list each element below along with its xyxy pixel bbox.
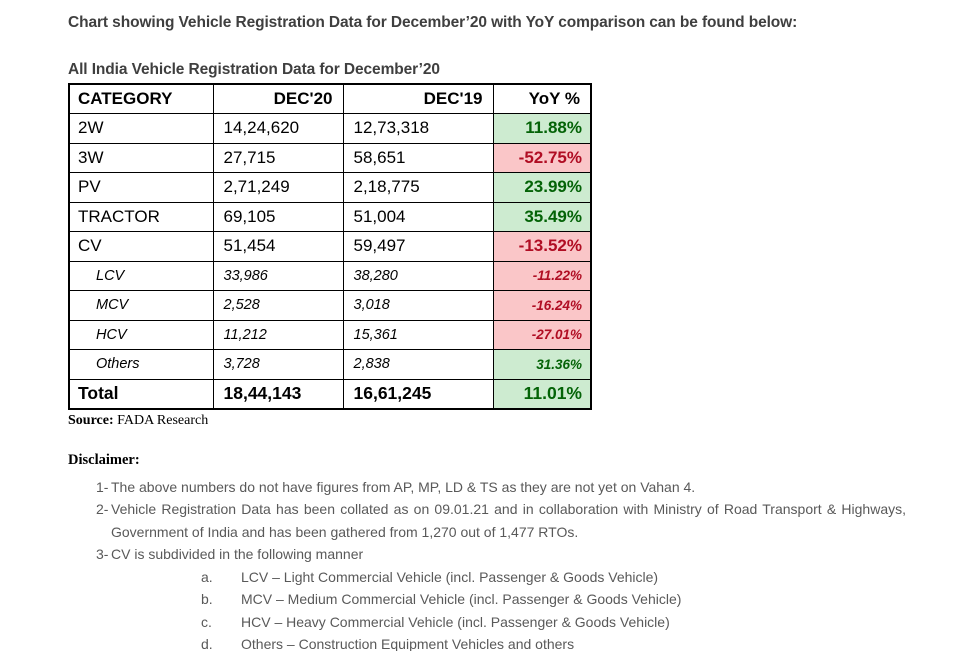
disclaimer-subitem-marker: d. [201, 636, 213, 651]
category-cell: TRACTOR [68, 201, 214, 232]
yoy-cell: 31.36% [492, 349, 592, 380]
disclaimer-subitem-marker: a. [201, 568, 213, 585]
disclaimer-item-marker: 2- [96, 501, 109, 517]
dec20-cell: 18,44,143 [212, 378, 344, 409]
dec19-cell: 3,018 [342, 290, 494, 321]
disclaimer-item-2: 2- Vehicle Registration Data has been co… [68, 498, 908, 543]
disclaimer-item-text: CV is subdivided in the following manner [111, 546, 364, 562]
disclaimer-subitem-text: HCV – Heavy Commercial Vehicle (incl. Pa… [241, 613, 670, 630]
source-line: Source: FADA Research [68, 413, 908, 429]
disclaimer-subitem-b: b. MCV – Medium Commercial Vehicle (incl… [68, 588, 908, 611]
dec19-cell: 2,838 [342, 349, 494, 380]
yoy-cell: -13.52% [492, 231, 592, 262]
category-cell: MCV [68, 290, 214, 321]
table-row-total: Total 18,44,143 16,61,245 11.01% [68, 378, 592, 409]
disclaimer-item-3: 3- CV is subdivided in the following man… [68, 543, 908, 566]
dec19-cell: 38,280 [342, 260, 494, 291]
header-category: CATEGORY [68, 83, 214, 114]
disclaimer-subitem-marker: c. [201, 613, 212, 630]
dec20-cell: 69,105 [212, 201, 344, 232]
category-cell: 3W [68, 142, 214, 173]
dec20-cell: 27,715 [212, 142, 344, 173]
vehicle-registration-table: CATEGORY DEC'20 DEC'19 YoY % 2W 14,24,62… [68, 83, 592, 410]
disclaimer-subitem-marker: b. [201, 591, 213, 607]
disclaimer-list: 1- The above numbers do not have figures… [68, 476, 908, 651]
dec20-cell: 14,24,620 [212, 113, 344, 144]
header-yoy: YoY % [492, 83, 592, 114]
disclaimer-item-text: Vehicle Registration Data has been colla… [111, 501, 906, 540]
dec19-cell: 59,497 [342, 231, 494, 262]
category-cell: HCV [68, 319, 214, 350]
table-row-3w: 3W 27,715 58,651 -52.75% [68, 142, 592, 173]
dec20-cell: 51,454 [212, 231, 344, 262]
dec19-cell: 16,61,245 [342, 378, 494, 409]
disclaimer-subitem-text: MCV – Medium Commercial Vehicle (incl. P… [241, 591, 682, 607]
disclaimer-subitem-text: LCV – Light Commercial Vehicle (incl. Pa… [241, 568, 659, 585]
yoy-cell: -11.22% [492, 260, 592, 291]
yoy-cell: -52.75% [492, 142, 592, 173]
table-row-others: Others 3,728 2,838 31.36% [68, 349, 592, 380]
disclaimer-item-marker: 1- [96, 478, 109, 495]
source-label: Source: [68, 412, 114, 428]
dec20-cell: 2,528 [212, 290, 344, 321]
category-cell: Others [68, 349, 214, 380]
source-text: FADA Research [113, 412, 209, 428]
dec19-cell: 12,73,318 [342, 113, 494, 144]
dec20-cell: 2,71,249 [212, 172, 344, 203]
table-row-2w: 2W 14,24,620 12,73,318 11.88% [68, 113, 592, 144]
yoy-cell: -16.24% [492, 290, 592, 321]
dec19-cell: 2,18,775 [342, 172, 494, 203]
dec20-cell: 33,986 [212, 260, 344, 291]
yoy-cell: 11.88% [492, 113, 592, 144]
category-cell: LCV [68, 260, 214, 291]
category-cell: CV [68, 231, 214, 262]
dec19-cell: 51,004 [342, 201, 494, 232]
disclaimer-item-text: The above numbers do not have figures fr… [111, 478, 696, 495]
header-dec19: DEC'19 [342, 83, 494, 114]
disclaimer-subitem-d: d. Others – Construction Equipment Vehic… [68, 633, 908, 651]
disclaimer-subitem-a: a. LCV – Light Commercial Vehicle (incl.… [68, 566, 908, 589]
table-header-row: CATEGORY DEC'20 DEC'19 YoY % [68, 83, 592, 114]
table-row-lcv: LCV 33,986 38,280 -11.22% [68, 260, 592, 291]
disclaimer-heading: Disclaimer: [68, 451, 140, 468]
header-dec20: DEC'20 [212, 83, 344, 114]
dec19-cell: 58,651 [342, 142, 494, 173]
category-cell: 2W [68, 113, 214, 144]
dec20-cell: 11,212 [212, 319, 344, 350]
dec19-cell: 15,361 [342, 319, 494, 350]
table-row-cv: CV 51,454 59,497 -13.52% [68, 231, 592, 262]
dec20-cell: 3,728 [212, 349, 344, 380]
table-row-hcv: HCV 11,212 15,361 -27.01% [68, 319, 592, 350]
yoy-cell: 23.99% [492, 172, 592, 203]
yoy-cell: 11.01% [492, 378, 592, 409]
page-title: Chart showing Vehicle Registration Data … [68, 14, 798, 31]
table-row-tractor: TRACTOR 69,105 51,004 35.49% [68, 201, 592, 232]
table-row-pv: PV 2,71,249 2,18,775 23.99% [68, 172, 592, 203]
disclaimer-item-marker: 3- [96, 546, 109, 562]
table-row-mcv: MCV 2,528 3,018 -16.24% [68, 290, 592, 321]
disclaimer-item-1: 1- The above numbers do not have figures… [68, 476, 908, 499]
category-cell: PV [68, 172, 214, 203]
yoy-cell: -27.01% [492, 319, 592, 350]
category-cell: Total [68, 378, 214, 409]
yoy-cell: 35.49% [492, 201, 592, 232]
disclaimer-subitem-c: c. HCV – Heavy Commercial Vehicle (incl.… [68, 611, 908, 634]
disclaimer-subitem-text: Others – Construction Equipment Vehicles… [241, 636, 575, 651]
table-title: All India Vehicle Registration Data for … [68, 61, 440, 78]
